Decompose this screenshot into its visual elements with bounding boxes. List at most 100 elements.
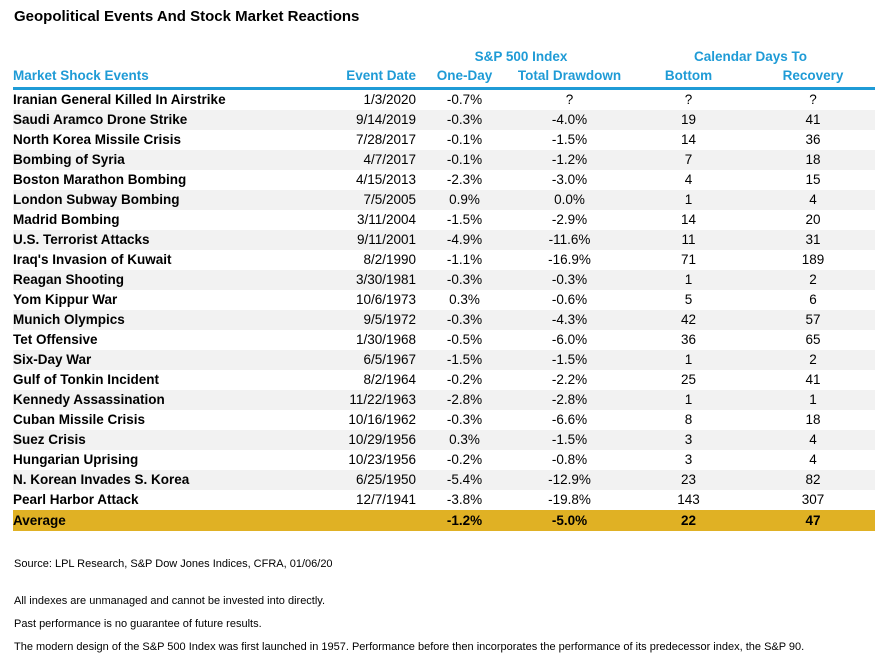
one-day-cell: -1.5% (446, 211, 483, 227)
recovery-cell: 4 (809, 191, 817, 207)
recovery-cell: 20 (805, 211, 821, 227)
event-date-cell: 10/6/1973 (355, 291, 416, 307)
event-date-cell: 9/14/2019 (355, 111, 416, 127)
event-name-cell: Saudi Aramco Drone Strike (13, 111, 188, 127)
total-drawdown-cell: -1.5% (551, 351, 588, 367)
market-shock-table: S&P 500 Index Calendar Days To Market Sh… (13, 48, 876, 531)
recovery-cell: 82 (805, 471, 821, 487)
total-drawdown-cell: -2.8% (551, 391, 588, 407)
one-day-cell: 0.3% (449, 431, 480, 447)
event-name-cell: London Subway Bombing (13, 191, 180, 207)
total-drawdown-cell: -0.3% (551, 271, 588, 287)
table-row: Madrid Bombing 3/11/2004 -1.5% -2.9% 14 20 (13, 210, 875, 230)
note-past-performance: Past performance is no guarantee of futu… (14, 617, 262, 630)
recovery-cell: 57 (805, 311, 821, 327)
table-row: Munich Olympics 9/5/1972 -0.3% -4.3% 42 57 (13, 309, 876, 330)
bottom-cell: 25 (680, 371, 697, 387)
table-row: Yom Kippur War 10/6/1973 0.3% -0.6% 5 6 (13, 290, 875, 310)
table-row: Iraq's Invasion of Kuwait 8/2/1990 -1.1% -1… (13, 250, 875, 270)
event-date-cell: 6/5/1967 (363, 351, 416, 367)
event-date-cell: 3/30/1981 (355, 271, 416, 287)
one-day-cell: -0.5% (446, 331, 483, 347)
one-day-cell: -0.7% (446, 91, 483, 107)
table-row: Hungarian Uprising 10/23/1956 -0.2% -0.8% 3 4 (13, 450, 875, 470)
recovery-cell: 36 (805, 131, 821, 147)
event-date-cell: 8/2/1990 (363, 251, 416, 267)
column-header-recovery: Recovery (751, 66, 876, 90)
recovery-cell: 18 (805, 151, 821, 167)
bottom-cell: 1 (684, 351, 693, 367)
table-row: Cuban Missile Crisis 10/16/1962 -0.3% -6.6%… (13, 410, 875, 430)
table-row: Kennedy Assassination 11/22/1963 -2.8% -2.8… (13, 389, 876, 410)
bottom-cell: 11 (681, 231, 696, 247)
one-day-cell: -5.4% (446, 471, 483, 487)
event-date-cell: 9/5/1972 (363, 311, 416, 327)
event-name-cell: Suez Crisis (13, 431, 86, 447)
event-date-cell: 4/7/2017 (363, 151, 416, 167)
total-drawdown-cell: -1.2% (551, 151, 588, 167)
event-date-cell: 7/28/2017 (355, 131, 416, 147)
source-line: Source: LPL Research, S&P Dow Jones Indi… (14, 557, 333, 570)
group-header-calendar-days: Calendar Days To (693, 49, 808, 64)
average-drawdown-cell: -5.0% (551, 512, 588, 528)
bottom-cell: 42 (680, 311, 697, 327)
event-date-cell: 12/7/1941 (355, 491, 416, 507)
recovery-cell: 41 (805, 111, 821, 127)
total-drawdown-cell: 0.0% (554, 191, 585, 207)
column-header-total-drawdown: Total Drawdown (513, 66, 626, 90)
event-name-cell: Reagan Shooting (13, 271, 124, 287)
event-name-cell: Iranian General Killed In Airstrike (13, 91, 226, 107)
average-one-day-cell: -1.2% (446, 512, 483, 528)
event-name-cell: N. Korean Invades S. Korea (13, 471, 190, 487)
bottom-cell: 3 (684, 451, 693, 467)
total-drawdown-cell: ? (565, 91, 574, 107)
total-drawdown-cell: -12.9% (548, 471, 591, 487)
table-footer: Average -1.2% -5.0% 22 47 (13, 509, 876, 531)
event-name-cell: Tet Offensive (13, 331, 98, 347)
table-row: Gulf of Tonkin Incident 8/2/1964 -0.2% -2.2… (13, 370, 875, 390)
bottom-cell: 1 (684, 391, 693, 407)
bottom-cell: 19 (680, 111, 697, 127)
average-bottom-cell: 22 (680, 512, 697, 528)
recovery-cell: 2 (809, 351, 817, 367)
event-date-cell: 1/30/1968 (355, 331, 416, 347)
bottom-cell: 71 (680, 251, 697, 267)
recovery-cell: 189 (801, 251, 825, 267)
table-row: Pearl Harbor Attack 12/7/1941 -3.8% -19.8% 1… (13, 490, 875, 510)
total-drawdown-cell: -11.6% (548, 231, 591, 247)
one-day-cell: -2.3% (446, 171, 483, 187)
one-day-cell: 0.9% (449, 191, 480, 207)
one-day-cell: -0.1% (446, 131, 483, 147)
bottom-cell: 5 (684, 291, 693, 307)
event-name-cell: Pearl Harbor Attack (13, 491, 139, 507)
event-name-cell: Madrid Bombing (13, 211, 120, 227)
group-header-sp500: S&P 500 Index (474, 49, 568, 64)
total-drawdown-cell: -0.6% (551, 291, 588, 307)
table-row: London Subway Bombing 7/5/2005 0.9% 0.0% 1 4 (13, 189, 876, 210)
event-name-cell: Munich Olympics (13, 311, 125, 327)
event-date-cell: 8/2/1964 (363, 371, 416, 387)
total-drawdown-cell: -16.9% (548, 251, 591, 267)
bottom-cell: 7 (684, 151, 693, 167)
table-row: North Korea Missile Crisis 7/28/2017 -0.1%… (13, 130, 875, 150)
bottom-cell: 23 (680, 471, 697, 487)
recovery-cell: 4 (809, 431, 817, 447)
event-name-cell: Gulf of Tonkin Incident (13, 371, 159, 387)
one-day-cell: -1.5% (446, 351, 483, 367)
group-header-spacer (13, 48, 343, 66)
recovery-cell: 31 (805, 231, 821, 247)
one-day-cell: -2.8% (446, 391, 483, 407)
recovery-cell: 6 (809, 291, 817, 307)
recovery-cell: 4 (809, 451, 817, 467)
one-day-cell: -0.3% (446, 311, 483, 327)
bottom-cell: 14 (680, 131, 697, 147)
bottom-cell: 1 (684, 191, 693, 207)
event-date-cell: 6/25/1950 (355, 471, 416, 487)
event-date-cell: 7/5/2005 (363, 191, 416, 207)
group-header-spacer (343, 48, 416, 66)
table-row: N. Korean Invades S. Korea 6/25/1950 -5.4%… (13, 469, 876, 490)
one-day-cell: -3.8% (446, 491, 483, 507)
table-header: S&P 500 Index Calendar Days To Market Sh… (13, 48, 876, 90)
table-row: Reagan Shooting 3/30/1981 -0.3% -0.3% 1 2 (13, 269, 876, 290)
table-row: Bombing of Syria 4/7/2017 -0.1% -1.2% 7 18 (13, 149, 876, 170)
